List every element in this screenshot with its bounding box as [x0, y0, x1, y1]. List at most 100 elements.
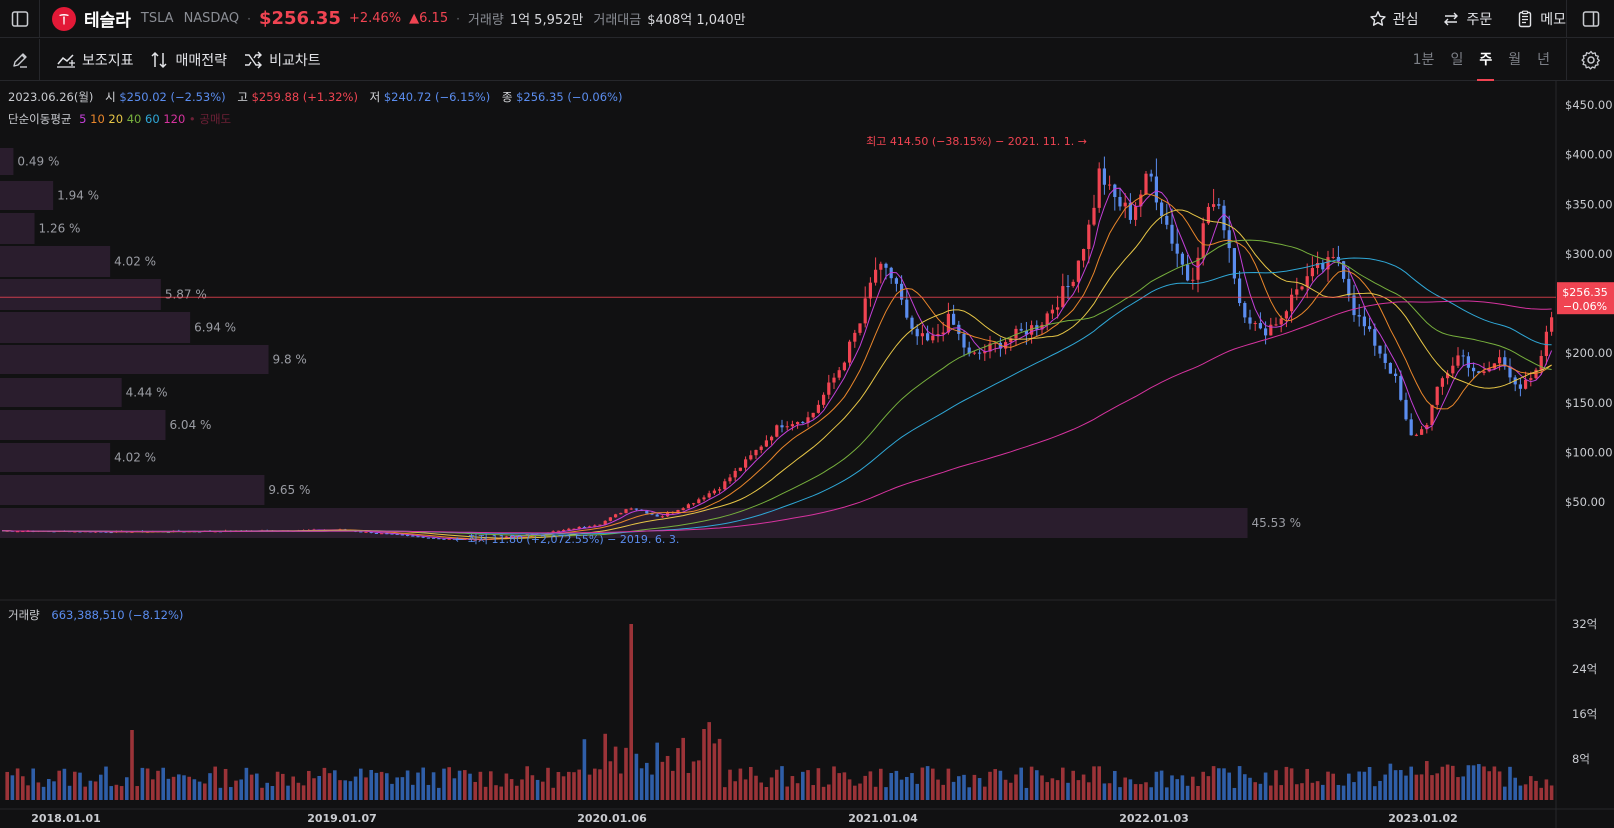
candle-body	[905, 299, 909, 318]
period-tab-1min[interactable]: 1분	[1412, 52, 1435, 68]
sidebar-toggle-icon[interactable]	[0, 0, 40, 38]
volume-bar	[119, 786, 124, 800]
volume-bar	[1076, 780, 1081, 800]
volume-bar	[93, 781, 98, 800]
volume-bar	[405, 770, 410, 800]
volume-bar	[1237, 766, 1242, 800]
period-tab-month[interactable]: 월	[1508, 52, 1522, 68]
period-tab-year[interactable]: 년	[1537, 52, 1550, 68]
close-value: $256.35 (−0.06%)	[516, 90, 623, 104]
volume-bar	[468, 773, 472, 800]
volume-bar	[431, 772, 436, 800]
candle-body	[614, 514, 618, 518]
volume-bar	[1279, 785, 1283, 800]
volume-bar	[1180, 775, 1185, 800]
candle-body	[988, 343, 992, 352]
time-axis-label: 2023.01.02	[1388, 812, 1458, 825]
strategy-button[interactable]: 매매전략	[150, 50, 227, 70]
volume-bar	[650, 774, 654, 800]
current-price-tag-price: $256.35	[1562, 286, 1608, 299]
volume-bar	[1373, 786, 1377, 800]
candle-body	[692, 503, 696, 505]
candle-body	[1362, 316, 1366, 327]
candle-body	[1238, 278, 1242, 304]
candle-body	[1305, 276, 1309, 287]
candle-body	[926, 333, 930, 341]
pencil-icon[interactable]	[0, 38, 40, 81]
ohlc-info: 2023.06.26(월) 시 $250.02 (−2.53%) 고 $259.…	[8, 89, 622, 105]
candle-body	[447, 538, 451, 540]
volume-bar	[530, 775, 535, 800]
candle-body	[437, 538, 441, 540]
volume-bar	[993, 769, 997, 800]
volume-profile-label: 9.8 %	[273, 353, 307, 367]
volume-bar	[1274, 770, 1278, 800]
volume-bar	[21, 776, 25, 800]
candle-body	[1518, 384, 1522, 389]
volume-bar	[1404, 775, 1408, 800]
volume-bar	[343, 780, 347, 800]
volume-bar	[816, 768, 821, 800]
candle-body	[1331, 256, 1335, 258]
candle-body	[1326, 257, 1330, 270]
candle-body	[629, 508, 633, 510]
indicators-button[interactable]: 보조지표	[56, 50, 134, 70]
volume-bar	[265, 782, 269, 800]
ma120-line	[2, 300, 1552, 534]
compare-button[interactable]: 비교차트	[243, 50, 321, 70]
volume-bar	[1191, 776, 1195, 800]
candle-body	[1196, 257, 1200, 280]
watch-button[interactable]: 관심	[1369, 9, 1418, 29]
candle-body	[1113, 184, 1117, 197]
volume-bar	[821, 786, 826, 800]
volume-bar	[88, 780, 93, 800]
low-value: $240.72 (−6.15%)	[383, 90, 491, 104]
period-tab-week[interactable]: 주	[1477, 39, 1495, 81]
volume-bar	[348, 781, 353, 800]
volume-bar	[452, 778, 457, 800]
separator-dot: ·	[247, 11, 251, 26]
candle-body	[1160, 202, 1164, 216]
volume-bar	[608, 761, 613, 800]
candle-body	[73, 531, 77, 533]
order-button[interactable]: 주문	[1442, 9, 1492, 29]
volume-bar	[842, 772, 847, 800]
period-tab-day[interactable]: 일	[1450, 52, 1464, 68]
candle-body	[1529, 378, 1533, 380]
volume-bar	[483, 786, 488, 800]
candle-body	[754, 449, 758, 456]
candle-body	[374, 532, 378, 534]
volume-bar	[78, 772, 82, 800]
panel-toggle-icon[interactable]	[1566, 0, 1614, 38]
volume-bar	[1019, 767, 1023, 800]
gear-icon[interactable]	[1566, 39, 1614, 81]
candle-body	[874, 269, 878, 283]
volume-profile-bar	[0, 148, 14, 175]
candle-body	[1284, 311, 1288, 319]
volume-bar	[114, 784, 119, 800]
volume-bar	[639, 768, 644, 800]
candle-body	[941, 332, 945, 335]
volume-bar	[73, 771, 77, 800]
candle-body	[998, 342, 1002, 349]
high-annotation: 최고 414.50 (−38.15%) − 2021. 11. 1. →	[866, 135, 1087, 148]
volume-bar	[1055, 780, 1060, 800]
short-sale-legend: • 공매도	[188, 112, 232, 126]
memo-button[interactable]: 메모	[1516, 9, 1566, 29]
candle-body	[1222, 205, 1226, 231]
stock-name[interactable]: 테슬라	[84, 11, 131, 31]
volume-bar	[1196, 785, 1200, 800]
volume-profile-bar	[0, 345, 269, 374]
candle-body	[432, 537, 436, 539]
volume-bar	[567, 771, 571, 800]
volume-bar	[463, 770, 467, 800]
volume-bar	[561, 776, 566, 800]
volume-bar	[166, 778, 171, 800]
volume-bar	[868, 771, 873, 800]
volume-bar	[884, 787, 888, 800]
price-chart[interactable]: 0.49 % 1.94 % 1.26 % 4.02 % 5.87 % 6.94 % 9.8 …	[0, 81, 1614, 828]
candle-body	[1440, 378, 1444, 387]
volume-bar	[1045, 782, 1049, 800]
moving-average-legend[interactable]: 단순이동평균 5 10 20 40 60 120 • 공매도	[8, 111, 231, 127]
candle-body	[770, 436, 774, 441]
